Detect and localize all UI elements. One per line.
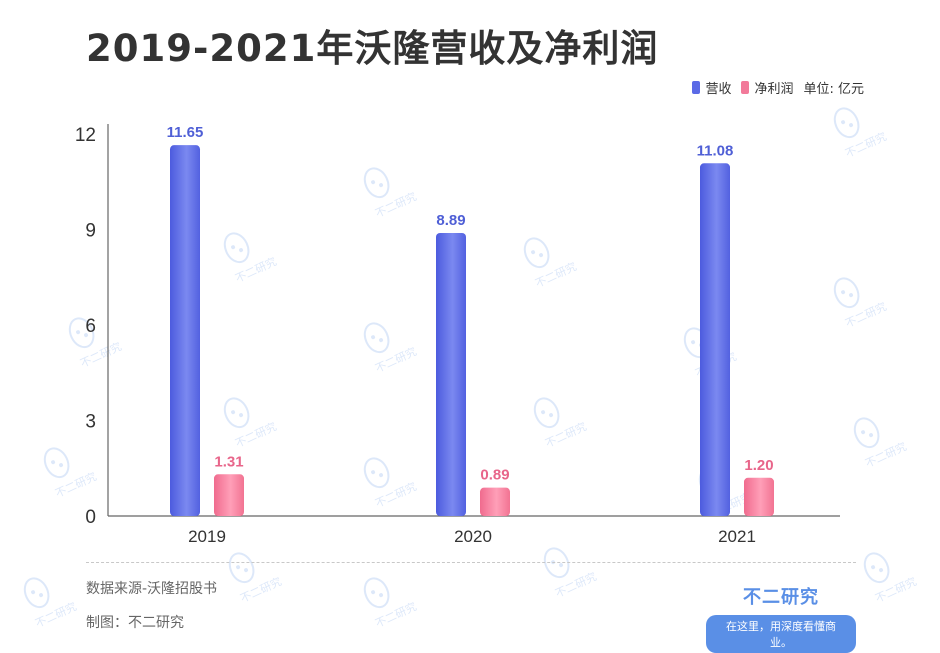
brand-logo: 不二研究 在这里，用深度看懂商业。 (706, 583, 856, 653)
unit-label: 单位: 亿元 (803, 82, 864, 97)
watermark-logo: 不二研究 (363, 167, 419, 220)
watermark-logo: 不二研究 (43, 447, 99, 500)
bar-revenue-2021 (700, 163, 730, 516)
svg-text:不二研究: 不二研究 (53, 469, 99, 500)
watermark-logo: 不二研究 (363, 322, 419, 375)
svg-text:不二研究: 不二研究 (233, 419, 279, 450)
chart-title: 2019-2021年沃隆营收及净利润 (86, 27, 659, 70)
x-tick-label: 2020 (454, 527, 492, 546)
footer-divider (86, 562, 856, 563)
data-label: 1.20 (744, 457, 773, 474)
bar-revenue-2019 (170, 145, 200, 516)
svg-text:不二研究: 不二研究 (543, 419, 589, 450)
watermark-logo: 不二研究 (223, 397, 279, 450)
svg-text:不二研究: 不二研究 (78, 339, 124, 370)
y-tick-label: 0 (85, 507, 96, 528)
y-tick-label: 3 (85, 412, 96, 433)
watermark-logo: 不二研究 (23, 577, 79, 630)
watermark-logo: 不二研究 (228, 552, 284, 605)
data-label: 8.89 (436, 212, 465, 229)
watermark-logo: 不二研究 (363, 457, 419, 510)
watermark-logo: 不二研究 (833, 277, 889, 330)
svg-text:不二研究: 不二研究 (843, 129, 889, 160)
svg-text:不二研究: 不二研究 (873, 574, 919, 605)
bar-profit-2020 (480, 487, 510, 516)
data-label: 0.89 (480, 467, 509, 484)
svg-text:不二研究: 不二研究 (553, 569, 599, 600)
watermark-logo: 不二研究 (363, 577, 419, 630)
legend-item-profit: 净利润 (741, 78, 793, 97)
bar-profit-2019 (214, 474, 244, 516)
svg-text:不二研究: 不二研究 (533, 259, 579, 290)
bar-revenue-2020 (436, 233, 466, 517)
legend-swatch-profit (741, 81, 750, 94)
legend-label-profit: 净利润 (754, 82, 794, 97)
svg-text:不二研究: 不二研究 (373, 479, 419, 510)
svg-text:不二研究: 不二研究 (863, 439, 909, 470)
y-tick-label: 6 (85, 316, 96, 337)
watermark-logo: 不二研究 (853, 417, 909, 470)
y-tick-label: 12 (75, 125, 96, 146)
watermark-logo: 不二研究 (523, 237, 579, 290)
svg-text:不二研究: 不二研究 (33, 599, 79, 630)
brand-slogan: 在这里，用深度看懂商业。 (706, 615, 856, 653)
svg-text:不二研究: 不二研究 (843, 299, 889, 330)
watermark-logo: 不二研究 (533, 397, 589, 450)
watermark-logo: 不二研究 (223, 232, 279, 285)
svg-text:不二研究: 不二研究 (373, 344, 419, 375)
x-tick-label: 2021 (718, 527, 756, 546)
brand-name: 不二研究 (743, 587, 819, 608)
watermark-logo: 不二研究 (863, 552, 919, 605)
legend-swatch-revenue (692, 81, 701, 94)
legend-item-revenue: 营收 (692, 78, 731, 97)
data-source: 数据来源-沃隆招股书 (86, 581, 218, 597)
bar-profit-2021 (744, 477, 774, 516)
svg-text:不二研究: 不二研究 (373, 599, 419, 630)
legend: 营收 净利润 单位: 亿元 (682, 78, 864, 97)
legend-label-revenue: 营收 (705, 82, 732, 97)
data-label: 11.65 (167, 124, 204, 141)
chart-credit: 制图：不二研究 (86, 615, 184, 631)
watermark-logo: 不二研究 (833, 107, 889, 160)
data-label: 11.08 (697, 142, 734, 159)
y-tick-label: 9 (85, 221, 96, 242)
x-tick-label: 2019 (188, 527, 226, 546)
svg-text:不二研究: 不二研究 (233, 254, 279, 285)
watermark-logo: 不二研究 (543, 547, 599, 600)
data-label: 1.31 (214, 453, 243, 470)
svg-text:不二研究: 不二研究 (373, 189, 419, 220)
svg-text:不二研究: 不二研究 (238, 574, 284, 605)
